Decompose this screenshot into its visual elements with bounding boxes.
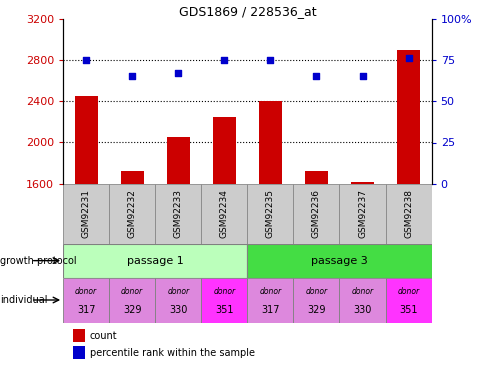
Bar — [385, 184, 431, 244]
Text: donor: donor — [121, 287, 143, 296]
Bar — [385, 278, 431, 322]
Text: 329: 329 — [122, 305, 141, 315]
Point — [358, 74, 365, 80]
Text: count: count — [90, 331, 117, 340]
Point — [312, 74, 319, 80]
Text: donor: donor — [167, 287, 189, 296]
Bar — [339, 278, 385, 322]
Bar — [121, 171, 143, 184]
Text: 329: 329 — [306, 305, 325, 315]
Text: GSM92232: GSM92232 — [127, 189, 136, 238]
Bar — [63, 184, 109, 244]
Point — [220, 57, 227, 63]
Text: donor: donor — [213, 287, 235, 296]
Title: GDS1869 / 228536_at: GDS1869 / 228536_at — [178, 4, 316, 18]
Text: GSM92235: GSM92235 — [265, 189, 274, 238]
Bar — [304, 171, 327, 184]
Text: GSM92238: GSM92238 — [403, 189, 412, 238]
Text: donor: donor — [259, 287, 281, 296]
Text: GSM92234: GSM92234 — [219, 189, 228, 238]
Text: 317: 317 — [260, 305, 279, 315]
Bar — [350, 182, 373, 184]
Bar — [293, 184, 339, 244]
Point — [82, 57, 90, 63]
Bar — [201, 278, 247, 322]
Text: donor: donor — [397, 287, 419, 296]
Bar — [109, 278, 155, 322]
Bar — [63, 244, 247, 278]
Bar — [109, 184, 155, 244]
Bar — [155, 184, 201, 244]
Bar — [75, 96, 97, 184]
Point — [266, 57, 273, 63]
Bar — [396, 50, 419, 184]
Text: 351: 351 — [398, 305, 417, 315]
Bar — [166, 137, 189, 184]
Text: 330: 330 — [169, 305, 187, 315]
Text: GSM92237: GSM92237 — [357, 189, 366, 238]
Text: GSM92233: GSM92233 — [173, 189, 182, 238]
Text: individual: individual — [0, 295, 47, 305]
Bar — [155, 278, 201, 322]
Text: percentile rank within the sample: percentile rank within the sample — [90, 348, 254, 357]
Text: donor: donor — [75, 287, 97, 296]
Bar — [63, 278, 109, 322]
Text: donor: donor — [351, 287, 373, 296]
Point — [128, 74, 136, 80]
Bar — [247, 278, 293, 322]
Text: 351: 351 — [214, 305, 233, 315]
Bar — [247, 244, 431, 278]
Text: 317: 317 — [76, 305, 95, 315]
Text: growth protocol: growth protocol — [0, 256, 76, 266]
Bar — [293, 278, 339, 322]
Text: passage 3: passage 3 — [310, 256, 367, 266]
Text: GSM92236: GSM92236 — [311, 189, 320, 238]
Bar — [258, 101, 281, 184]
Bar — [247, 184, 293, 244]
Bar — [339, 184, 385, 244]
Text: 330: 330 — [353, 305, 371, 315]
Bar — [212, 117, 235, 184]
Point — [174, 70, 182, 76]
Bar — [201, 184, 247, 244]
Point — [404, 56, 411, 62]
Text: GSM92231: GSM92231 — [81, 189, 91, 238]
Text: donor: donor — [305, 287, 327, 296]
Text: passage 1: passage 1 — [126, 256, 183, 266]
